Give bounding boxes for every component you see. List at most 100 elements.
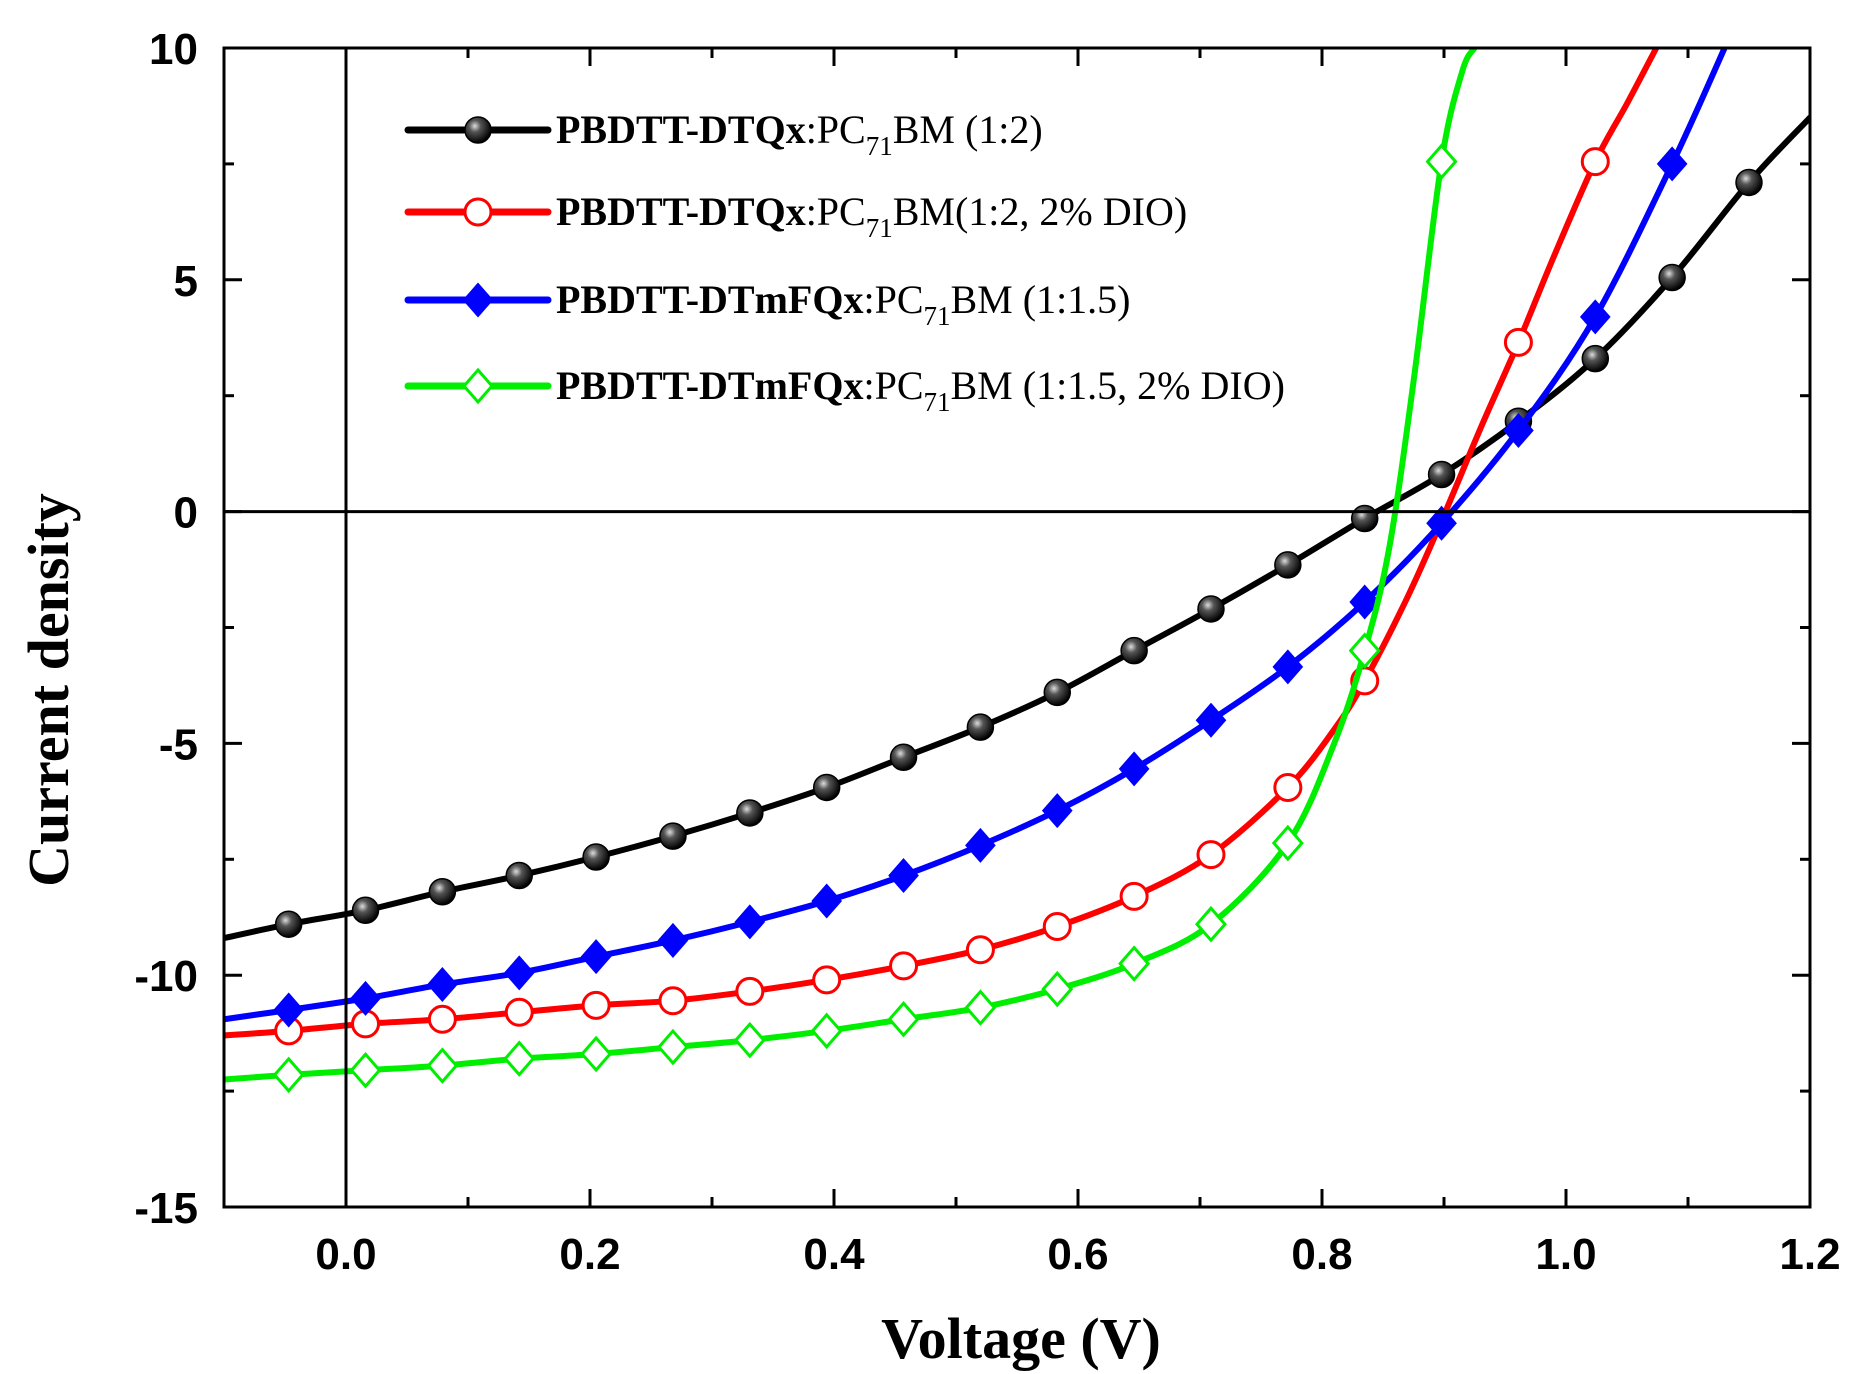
- y-axis-title: Current density: [16, 493, 81, 887]
- series-2-point-3: [427, 1004, 457, 1034]
- y-tick-label: 10: [149, 25, 198, 74]
- series-2: [224, 48, 1660, 1046]
- x-tick-label: 0.2: [559, 1230, 620, 1279]
- legend-marker-3: [462, 282, 494, 318]
- series-2-point-10: [965, 935, 995, 965]
- x-tick-label: 1.2: [1779, 1230, 1840, 1279]
- series-1: [224, 114, 1810, 942]
- legend-label-4: PBDTT-DTmFQx:PC71BM (1:1.5, 2% DIO): [556, 363, 1285, 417]
- legend: PBDTT-DTQx:PC71BM (1:2) PBDTT-DTQx:PC71BM…: [404, 107, 1285, 417]
- series-1-point-1: [274, 910, 303, 938]
- series-3-point-12: [1118, 751, 1150, 787]
- legend-entry-1: PBDTT-DTQx:PC71BM (1:2): [404, 107, 1043, 161]
- series-3-point-13: [1195, 702, 1227, 738]
- series-1-point-13: [1197, 595, 1225, 623]
- legend-label-2: PBDTT-DTQx:PC71BM(1:2, 2% DIO): [556, 189, 1187, 243]
- series-4-point-14: [1271, 824, 1304, 862]
- series-3-point-3: [427, 966, 458, 1002]
- series-1-point-8: [812, 773, 841, 802]
- x-axis-title: Voltage (V): [881, 1306, 1161, 1371]
- series-2-point-12: [1119, 881, 1149, 911]
- series-2-point-5: [581, 990, 611, 1020]
- series-2-point-9: [889, 951, 919, 981]
- series-4-point-11: [1041, 970, 1074, 1008]
- series-4: [224, 48, 1478, 1094]
- legend-marker-4: [462, 367, 494, 405]
- series-3-point-17: [1503, 412, 1534, 448]
- series-1-point-14: [1274, 551, 1302, 579]
- series-1-point-20: [1735, 168, 1763, 197]
- series-1-point-19: [1658, 263, 1686, 292]
- series-4-point-4: [503, 1040, 536, 1077]
- series-3-point-19: [1656, 146, 1688, 182]
- series-1-point-10: [966, 713, 995, 741]
- y-tick-label: -5: [159, 720, 198, 769]
- series-1-point-5: [582, 843, 610, 871]
- series-1-point-15: [1350, 504, 1379, 533]
- series-4-point-9: [887, 1000, 920, 1038]
- series-3-point-4: [503, 955, 535, 991]
- series-2-point-14: [1273, 772, 1303, 802]
- series-1-point-12: [1120, 636, 1148, 665]
- series-1-point-18: [1581, 344, 1610, 373]
- legend-label-1: PBDTT-DTQx:PC71BM (1:2): [556, 107, 1043, 161]
- series-1-point-2: [351, 896, 380, 925]
- legend-marker-1: [464, 116, 492, 144]
- series-3-point-14: [1272, 649, 1304, 685]
- axes-layer: 0.0 0.2 0.4 0.6 0.8 1.0 1.2 -15 -10 -5 0 5 10: [134, 25, 1840, 1279]
- legend-entry-2: PBDTT-DTQx:PC71BM(1:2, 2% DIO): [404, 189, 1187, 243]
- series-1-point-3: [428, 878, 457, 906]
- series-2-point-8: [812, 965, 842, 995]
- series-2-point-16: [1503, 327, 1533, 357]
- series-1-point-16: [1427, 460, 1456, 489]
- series-3-point-6: [657, 922, 689, 958]
- x-tick-label: 1.0: [1535, 1230, 1596, 1279]
- y-tick-label: 5: [174, 257, 198, 306]
- series-4-point-10: [964, 989, 997, 1026]
- series-3-point-11: [1041, 793, 1073, 829]
- series-4-point-15: [1348, 632, 1381, 669]
- series-2-point-7: [735, 976, 765, 1006]
- series-3-point-8: [811, 883, 843, 919]
- series-4-point-7: [733, 1021, 766, 1059]
- series-4-point-8: [810, 1012, 843, 1050]
- series-1-point-11: [1043, 678, 1072, 707]
- series-2-point-17: [1580, 147, 1610, 177]
- series-1-point-6: [659, 822, 687, 850]
- series-3-point-5: [580, 939, 612, 975]
- x-tick-label: 0.4: [803, 1230, 865, 1279]
- series-4-point-13: [1194, 905, 1227, 943]
- series-4-point-6: [656, 1028, 689, 1066]
- series-3-point-1: [273, 992, 304, 1028]
- series-4-point-3: [426, 1047, 459, 1084]
- series-1-line: [224, 114, 1810, 942]
- legend-label-3: PBDTT-DTmFQx:PC71BM (1:1.5): [556, 277, 1131, 331]
- legend-entry-3: PBDTT-DTmFQx:PC71BM (1:1.5): [404, 277, 1131, 331]
- series-3: [224, 48, 1728, 1028]
- x-tick-label: 0.8: [1291, 1230, 1352, 1279]
- series-3-point-10: [965, 827, 996, 863]
- series-3-point-15: [1349, 584, 1381, 620]
- series-3-point-2: [350, 980, 381, 1016]
- series-1-point-4: [505, 861, 533, 890]
- series-1-point-9: [889, 743, 918, 772]
- series-3-point-7: [734, 904, 766, 940]
- series-4-point-16: [1425, 143, 1458, 180]
- series-3-point-18: [1579, 299, 1611, 335]
- x-tick-label: 0.6: [1047, 1230, 1108, 1279]
- series-4-point-5: [580, 1035, 613, 1073]
- series-4-point-1: [272, 1056, 305, 1094]
- series-2-point-6: [658, 986, 688, 1016]
- y-tick-label: -10: [134, 952, 198, 1001]
- series-layer: [224, 48, 1810, 1094]
- x-tick-label: 0.0: [315, 1230, 376, 1279]
- y-tick-label: -15: [134, 1184, 198, 1233]
- series-3-point-9: [888, 858, 919, 894]
- legend-marker-2: [463, 197, 493, 227]
- series-2-point-11: [1042, 912, 1072, 942]
- series-4-point-2: [349, 1051, 382, 1089]
- y-tick-label: 0: [174, 489, 198, 538]
- series-3-point-16: [1426, 505, 1457, 541]
- legend-entry-4: PBDTT-DTmFQx:PC71BM (1:1.5, 2% DIO): [404, 363, 1285, 417]
